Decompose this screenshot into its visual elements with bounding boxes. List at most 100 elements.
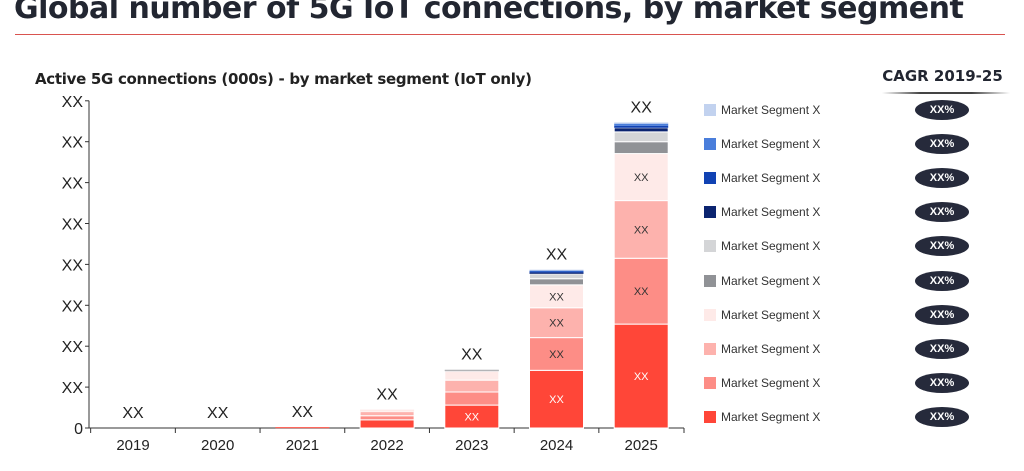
total-label: XX (461, 347, 483, 364)
legend-item: Market Segment X (704, 376, 820, 390)
segment-label: XX (634, 286, 649, 298)
bar-segment (613, 153, 669, 202)
bar-segment (613, 200, 669, 259)
chart-title: Active 5G connections (000s) - by market… (35, 70, 532, 88)
total-label: XX (546, 247, 568, 264)
bar-segment (444, 391, 500, 406)
bar-segment (614, 123, 669, 126)
legend-label: Market Segment X (721, 273, 821, 288)
cagr-divider (882, 92, 1010, 94)
segment-label: XX (549, 291, 564, 303)
x-tick-label: 2024 (540, 437, 573, 454)
bar-segment (529, 273, 584, 280)
cagr-title: CAGR 2019-25 (882, 67, 1003, 85)
bar-segment (529, 278, 584, 286)
y-tick-label: XX (62, 298, 84, 315)
legend-swatch (704, 342, 716, 355)
bar-segment (613, 141, 669, 155)
legend-item: Market Segment X (704, 410, 820, 424)
cagr-badge: XX% (915, 202, 969, 223)
segment-label: XX (634, 371, 649, 383)
cagr-badge: XX% (915, 338, 969, 359)
legend-swatch (704, 172, 716, 185)
bar-segment (529, 270, 584, 272)
y-tick-label: XX (62, 339, 84, 356)
legend-swatch (704, 274, 716, 287)
y-tick-label: XX (62, 217, 84, 234)
segment-label: XX (464, 412, 479, 424)
bar-segment (614, 125, 669, 128)
cagr-badge: XX% (915, 100, 969, 120)
cagr-badge: XX% (915, 406, 969, 427)
legend-item: Market Segment X (704, 205, 820, 219)
bar-segment (529, 369, 584, 429)
legend-label: Market Segment X (721, 103, 821, 117)
stacked-bar-chart: 0 XX XX XX XX XX XX XX XX 2019 XX 2020 XX 2021 XX 2022 X… (62, 94, 685, 454)
cagr-badge: XX% (915, 168, 969, 189)
y-tick-label: 0 (74, 421, 83, 438)
legend-label: Market Segment X (721, 205, 821, 220)
bar-segment (613, 127, 669, 133)
legend-label: Market Segment X (721, 341, 821, 356)
legend-label: Market Segment X (721, 307, 821, 322)
legend-item: Market Segment X (704, 239, 820, 253)
total-label: XX (631, 99, 653, 116)
cagr-badge: XX% (915, 236, 969, 257)
cagr-badge: XX% (915, 372, 969, 393)
legend-item: Market Segment X (704, 308, 820, 322)
legend-label: Market Segment X (721, 375, 821, 390)
cagr-badge: XX% (915, 304, 969, 325)
legend-swatch (704, 376, 716, 389)
page-title: Global number of 5G IoT connections, by … (14, 0, 964, 26)
bar-segment (613, 323, 669, 429)
legend-swatch (704, 308, 716, 321)
bar-segment (359, 411, 415, 417)
bar-segment (444, 370, 500, 381)
y-tick-label: XX (62, 176, 84, 193)
legend-swatch (704, 104, 716, 116)
x-tick-label: 2019 (116, 437, 149, 454)
legend-item: Market Segment X (704, 171, 820, 185)
bar-segment (444, 379, 500, 393)
total-label: XX (376, 387, 398, 404)
legend-label: Market Segment X (721, 239, 821, 254)
legend-label: Market Segment X (721, 409, 821, 424)
bar-segment (359, 419, 415, 429)
segment-label: XX (549, 394, 564, 406)
bar-segment (614, 122, 669, 124)
bar-segment (444, 369, 499, 371)
y-tick-label: XX (62, 380, 84, 397)
legend-swatch (704, 240, 716, 253)
legend-item: Market Segment X (704, 342, 820, 356)
cagr-badge: XX% (915, 270, 969, 291)
segment-label: XX (634, 224, 649, 236)
x-tick-label: 2021 (286, 437, 319, 454)
y-tick-label: XX (62, 135, 84, 152)
legend-swatch (704, 138, 716, 151)
legend-item: Market Segment X (704, 103, 820, 117)
legend-swatch (704, 410, 716, 423)
title-divider (15, 34, 1005, 35)
legend-label: Market Segment X (721, 171, 821, 186)
bar-segment (529, 272, 584, 274)
x-tick-label: 2022 (370, 437, 403, 454)
bar-segment (444, 369, 499, 372)
x-tick-label: 2025 (625, 437, 658, 454)
legend-label: Market Segment X (721, 137, 821, 152)
legend-item: Market Segment X (704, 274, 820, 288)
bar-segment (359, 415, 415, 421)
bar-segment (613, 131, 669, 143)
y-tick-label: XX (62, 94, 84, 111)
cagr-badge: XX% (915, 134, 969, 155)
total-label: XX (292, 404, 314, 421)
bar-segment (529, 269, 584, 271)
legend-swatch (704, 206, 716, 219)
segment-label: XX (549, 349, 564, 361)
y-tick-label: XX (62, 257, 84, 274)
bar-segment (360, 409, 415, 412)
x-tick-label: 2020 (201, 437, 234, 454)
bar-segment (613, 257, 669, 325)
legend-item: Market Segment X (704, 137, 820, 151)
total-label: XX (122, 405, 144, 422)
total-label: XX (207, 405, 229, 422)
